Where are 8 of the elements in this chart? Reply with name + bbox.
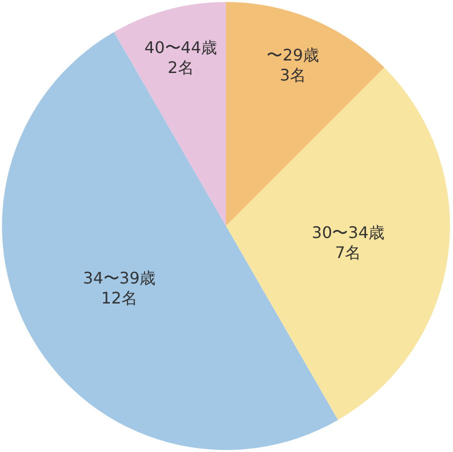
data-label: 2名 xyxy=(168,58,194,78)
data-label: 12名 xyxy=(101,288,138,308)
slice-label: 30〜34歳 xyxy=(312,223,385,242)
slice-label: 〜29歳 xyxy=(266,46,320,65)
data-label: 7名 xyxy=(335,243,362,262)
slice-label: 34〜39歳 xyxy=(82,268,156,288)
slice-label: 40〜44歳 xyxy=(144,38,218,58)
data-label: 3名 xyxy=(280,66,306,85)
